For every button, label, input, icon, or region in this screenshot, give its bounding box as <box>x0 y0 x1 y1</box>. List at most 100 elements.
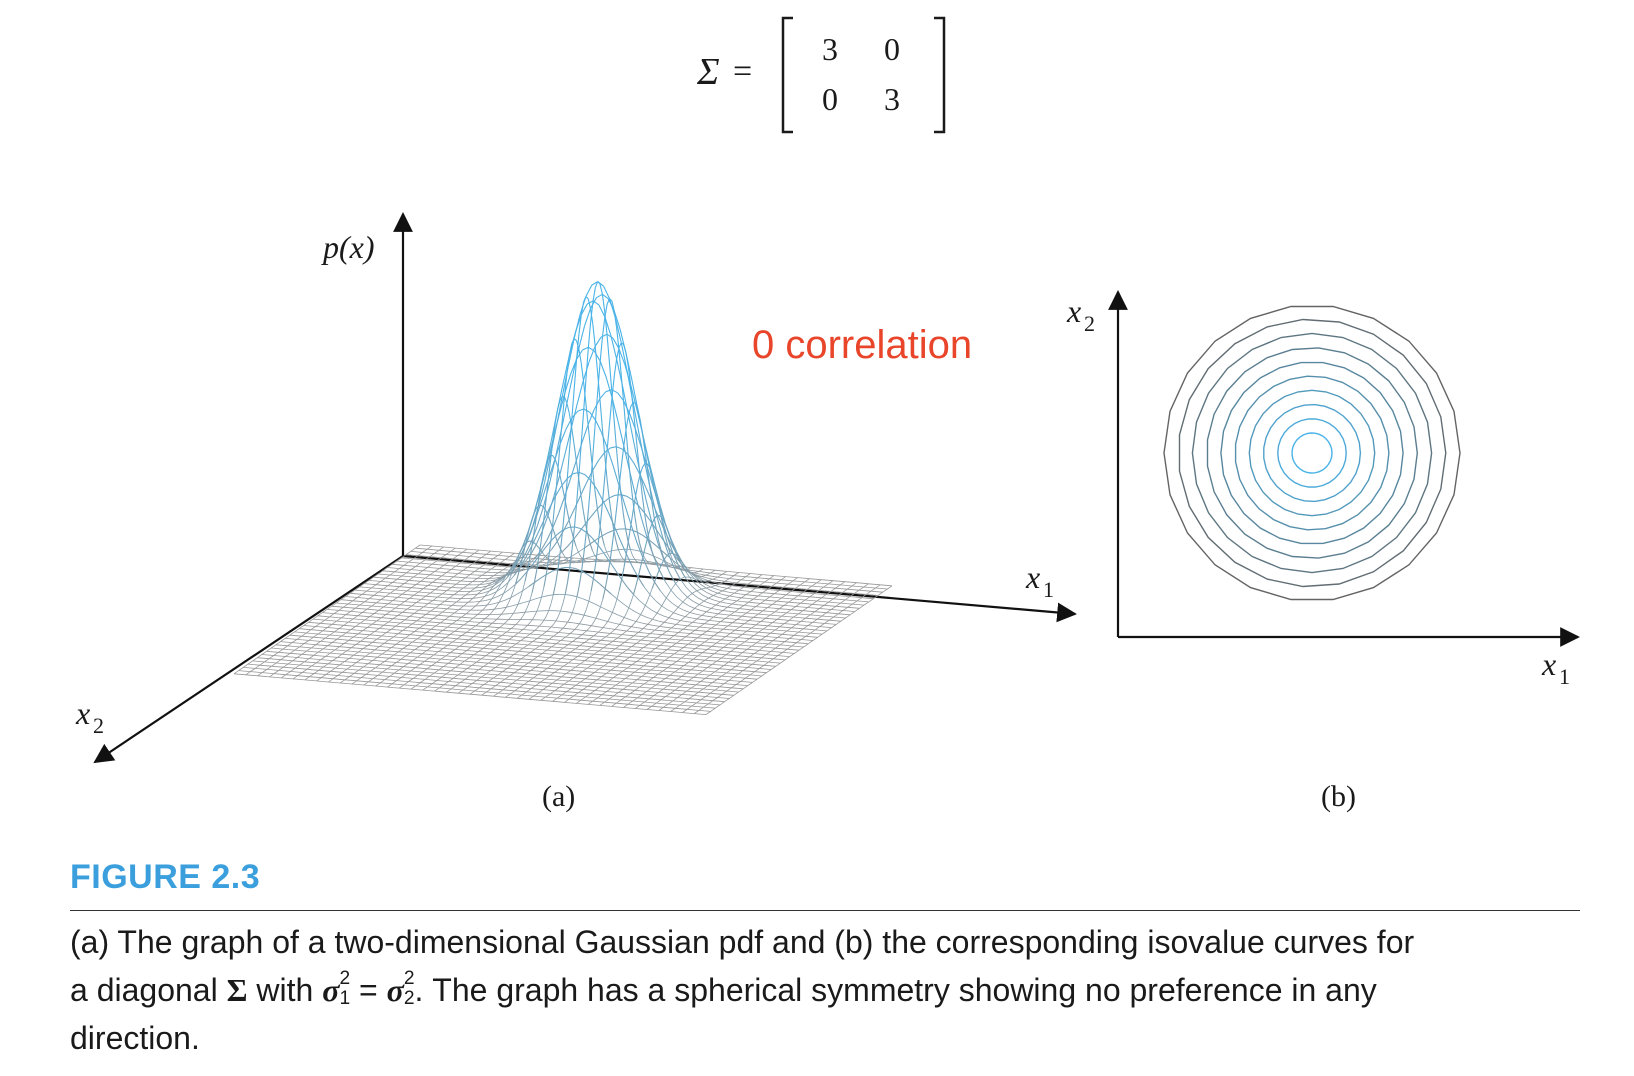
mesh-segment <box>363 684 370 686</box>
mesh-segment <box>362 628 366 631</box>
mesh-segment <box>475 632 479 636</box>
mesh-segment <box>759 584 767 587</box>
mesh-segment <box>672 631 679 633</box>
mesh-segment <box>399 593 403 597</box>
mesh-segment <box>738 579 742 582</box>
mesh-segment <box>513 668 520 670</box>
mesh-segment <box>532 692 539 694</box>
mesh-segment <box>496 627 500 630</box>
mesh-segment <box>724 597 728 600</box>
mesh-segment <box>370 669 374 672</box>
mesh-segment <box>588 671 595 673</box>
mesh-segment <box>518 667 522 670</box>
mesh-segment <box>420 613 427 615</box>
mesh-segment <box>551 626 558 628</box>
mesh-segment <box>319 612 323 615</box>
mesh-segment <box>753 598 760 600</box>
mesh-segment <box>321 675 324 679</box>
mesh-segment <box>804 632 811 634</box>
mesh-segment <box>324 652 331 654</box>
mesh-segment <box>304 650 307 654</box>
mesh-segment <box>747 648 754 651</box>
mesh-segment <box>841 588 848 590</box>
mesh-segment <box>250 671 257 673</box>
mesh-segment <box>372 641 379 644</box>
mesh-segment <box>437 604 441 607</box>
mesh-segment <box>473 615 476 619</box>
mesh-segment <box>483 564 490 566</box>
mesh-segment <box>439 568 446 570</box>
mesh-segment <box>564 669 571 671</box>
mesh-segment <box>722 598 726 601</box>
mesh-segment <box>336 610 340 613</box>
mesh-segment <box>581 685 588 687</box>
mesh-segment <box>727 694 734 696</box>
mesh-segment <box>494 656 498 659</box>
mesh-segment <box>712 649 719 651</box>
mesh-segment <box>390 629 397 631</box>
mesh-segment <box>449 684 456 687</box>
mesh-segment <box>603 627 609 629</box>
mesh-segment <box>285 645 288 648</box>
mesh-segment <box>461 624 465 627</box>
mesh-segment <box>636 643 643 645</box>
mesh-segment <box>419 678 425 680</box>
mesh-segment <box>601 665 605 668</box>
figure-graphic: Σ = 3 0 0 3 p(x) x 1 x 2 0 correlation (… <box>75 16 1580 813</box>
mesh-segment <box>646 616 653 620</box>
mesh-segment <box>558 650 565 653</box>
mesh-segment <box>298 626 302 630</box>
mesh-segment <box>422 568 426 571</box>
mesh-segment <box>480 691 487 693</box>
mesh-segment <box>617 636 620 639</box>
mesh-segment <box>782 583 789 585</box>
mesh-segment <box>333 663 340 666</box>
mesh-segment <box>401 644 408 646</box>
mesh-segment <box>306 658 310 661</box>
mesh-segment <box>351 654 355 658</box>
mesh-segment <box>434 571 441 573</box>
mesh-segment <box>387 686 394 688</box>
mesh-segment <box>551 646 558 648</box>
mesh-segment <box>490 670 497 672</box>
mesh-segment <box>269 676 276 678</box>
mesh-segment <box>741 586 744 590</box>
mesh-segment <box>701 632 705 635</box>
mesh-segment <box>399 602 403 606</box>
mesh-segment <box>667 609 674 614</box>
mesh-segment <box>531 615 535 620</box>
mesh-segment <box>405 552 409 556</box>
mesh-segment <box>462 620 469 622</box>
mesh-segment <box>737 586 744 588</box>
mesh-segment <box>760 603 767 605</box>
mesh-segment <box>607 651 611 654</box>
mesh-segment <box>312 626 316 629</box>
mesh-segment <box>450 619 457 621</box>
mesh-segment <box>678 701 685 703</box>
mesh-segment <box>641 708 648 710</box>
mesh-segment <box>414 612 421 615</box>
mesh-segment <box>579 696 586 698</box>
mesh-segment <box>800 602 807 605</box>
mesh-segment <box>351 682 355 685</box>
mesh-segment <box>788 652 795 654</box>
mesh-segment <box>733 607 740 609</box>
mesh-segment <box>293 646 300 648</box>
mesh-segment <box>747 634 755 636</box>
mesh-segment <box>243 667 250 669</box>
mesh-segment <box>659 634 663 637</box>
mesh-segment <box>473 661 477 665</box>
mesh-segment <box>787 648 794 651</box>
mesh-segment <box>704 641 711 643</box>
mesh-segment <box>422 577 426 581</box>
mesh-segment <box>463 594 467 598</box>
mesh-segment <box>694 713 701 715</box>
mesh-segment <box>347 602 351 605</box>
mesh-segment <box>827 597 834 600</box>
mesh-segment <box>689 698 696 700</box>
mesh-segment <box>543 674 550 677</box>
mesh-segment <box>648 644 655 646</box>
mesh-segment <box>576 623 580 628</box>
mesh-segment <box>373 663 380 666</box>
mesh-segment <box>723 697 730 699</box>
